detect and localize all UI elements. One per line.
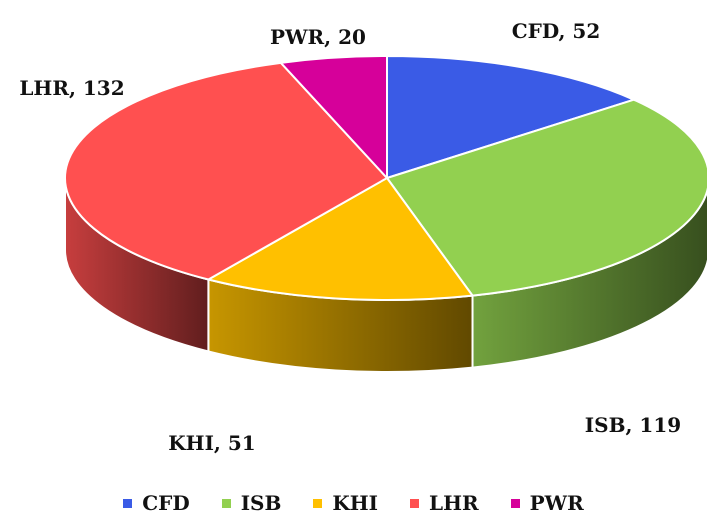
legend-swatch [510,498,520,508]
slice-khi[interactable] [207,177,474,301]
data-label-isb: ISB, 119 [585,413,681,437]
data-label-lhr: LHR, 132 [19,76,124,100]
legend-swatch [221,498,231,508]
legend-label: KHI [332,491,379,515]
slice-lhr[interactable] [64,61,388,281]
legend-item-isb: ISB [221,491,282,515]
legend-swatch [410,498,420,508]
legend-swatch [123,498,133,508]
data-label-cfd: CFD, 52 [512,19,601,43]
data-labels: CFD, 52 ISB, 119 KHI, 51 LHR, 132 PWR, 20 [19,19,681,455]
legend-item-khi: KHI [313,491,378,515]
pie-slices [64,55,707,301]
legend-label: CFD [142,491,190,515]
legend-item-pwr: PWR [510,491,584,515]
legend: CFD ISB KHI LHR PWR [0,486,707,520]
legend-item-cfd: CFD [123,491,190,515]
slice-pwr[interactable] [279,55,388,179]
legend-swatch [313,498,323,508]
data-label-pwr: PWR, 20 [270,25,366,49]
legend-label: LHR [429,491,479,515]
legend-label: PWR [529,491,584,515]
legend-label: ISB [240,491,282,515]
slice-cfd[interactable] [386,55,635,179]
slice-isb[interactable] [386,98,707,297]
legend-item-lhr: LHR [410,491,479,515]
data-label-khi: KHI, 51 [168,431,255,455]
